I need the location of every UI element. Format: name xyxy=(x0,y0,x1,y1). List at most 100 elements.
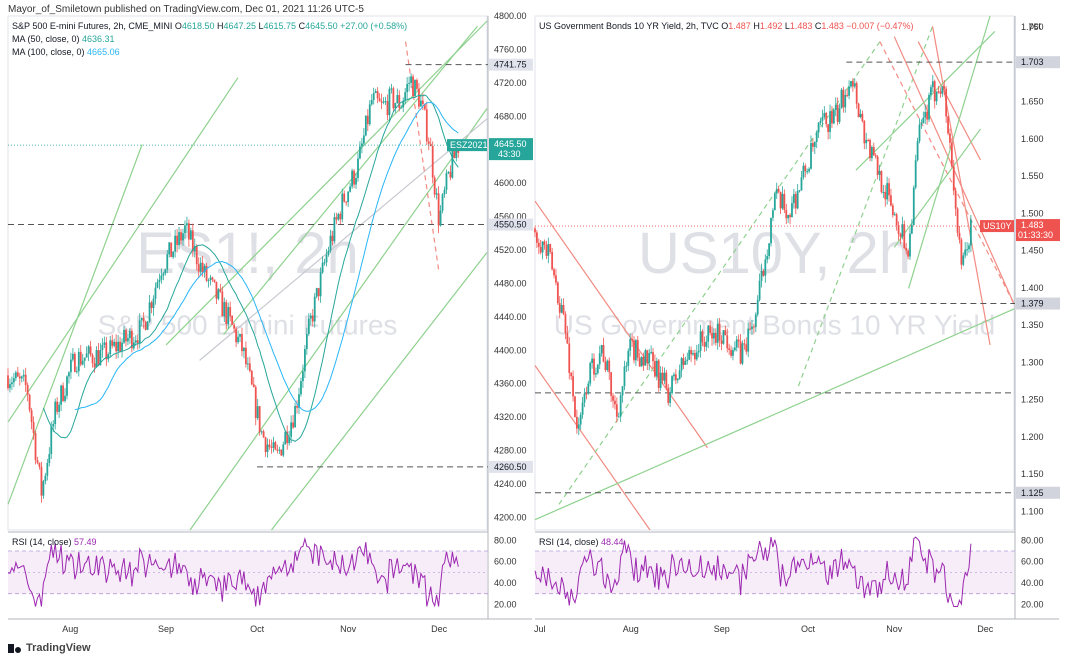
candle-body xyxy=(783,193,786,211)
candle-body xyxy=(42,481,45,496)
candle-body xyxy=(56,401,59,412)
candle-body xyxy=(180,232,182,241)
candle-body xyxy=(307,318,310,334)
x-tick-label: Oct xyxy=(801,624,816,634)
candle-body xyxy=(66,376,68,396)
candle-body xyxy=(16,372,19,377)
candle-body xyxy=(221,291,224,317)
candle-body xyxy=(903,224,906,249)
candle-body xyxy=(187,223,190,240)
candle-body xyxy=(789,214,791,218)
candle-body xyxy=(732,350,734,356)
candle-body xyxy=(829,111,831,132)
candle-body xyxy=(46,462,49,476)
candle-body xyxy=(28,394,31,411)
header-l-label: L xyxy=(259,21,264,31)
candle-body xyxy=(347,191,350,203)
candle-body xyxy=(410,76,412,83)
left-chart-panel[interactable]: ES1!, 2hS&P 500 E-mini Futures4800.00476… xyxy=(7,11,533,634)
candle-body xyxy=(447,171,450,173)
price-label-low: 1.125 xyxy=(1021,488,1044,498)
candle-body xyxy=(380,101,383,103)
candle-body xyxy=(779,191,782,209)
candle-body xyxy=(223,302,226,317)
candle-body xyxy=(209,277,212,281)
candle-body xyxy=(850,81,852,87)
candle-body xyxy=(184,225,186,234)
rsi-tick-label: 20.00 xyxy=(494,599,517,609)
current-price-box xyxy=(1016,219,1060,242)
candle-body xyxy=(762,270,765,276)
candle-body xyxy=(775,188,778,194)
candle-body xyxy=(606,360,609,371)
candle-body xyxy=(876,156,879,175)
candle-body xyxy=(806,171,809,173)
candle-body xyxy=(20,376,23,379)
candle-body xyxy=(808,168,810,172)
candle-body xyxy=(160,275,163,280)
candle-body xyxy=(910,225,913,234)
candle-body xyxy=(331,235,334,241)
candle-body xyxy=(250,370,253,385)
candle-body xyxy=(770,217,772,244)
candle-body xyxy=(193,245,196,252)
candle-body xyxy=(361,143,363,147)
candle-body xyxy=(648,353,651,364)
candle-body xyxy=(636,340,639,358)
rsi-line xyxy=(7,536,459,608)
candle-body xyxy=(758,280,761,300)
y-tick-label: 4320.00 xyxy=(494,412,527,422)
candle-body xyxy=(581,402,584,415)
candle-body xyxy=(888,183,890,196)
price-label-low: 4260.50 xyxy=(494,462,527,472)
candle-body xyxy=(810,143,812,169)
header-o-label: O xyxy=(721,21,728,31)
candle-body xyxy=(604,361,607,371)
candle-body xyxy=(695,352,698,360)
candle-body xyxy=(714,332,717,343)
candle-body xyxy=(802,165,805,178)
candle-body xyxy=(127,338,129,342)
candle-body xyxy=(421,100,424,104)
candle-body xyxy=(640,356,643,367)
candle-body xyxy=(773,193,776,211)
y-tick-label: 4280.00 xyxy=(494,446,527,456)
candle-body xyxy=(341,193,344,220)
candle-body xyxy=(215,281,218,299)
candle-body xyxy=(920,123,923,125)
candle-body xyxy=(804,165,807,172)
candle-body xyxy=(705,341,708,347)
candle-body xyxy=(292,422,294,428)
candle-body xyxy=(207,280,210,282)
y-tick-label: 4480.00 xyxy=(494,278,527,288)
candle-body xyxy=(404,92,407,101)
rsi-legend: RSI (14, close) 48.44 xyxy=(539,537,624,547)
trend-line xyxy=(270,252,488,531)
price-label-high: 1.703 xyxy=(1021,57,1044,67)
candle-body xyxy=(812,143,814,147)
candle-body xyxy=(733,347,736,351)
candle-body xyxy=(629,339,632,351)
countdown-label: 01:33:30 xyxy=(1018,230,1053,240)
candle-body xyxy=(71,353,74,360)
rsi-legend: RSI (14, close) 57.49 xyxy=(12,537,97,547)
candle-body xyxy=(589,363,592,384)
candle-body xyxy=(359,146,361,159)
candle-body xyxy=(125,329,127,342)
candle-body xyxy=(722,330,725,344)
candle-body xyxy=(962,255,965,265)
candle-body xyxy=(87,346,90,354)
candle-body xyxy=(678,370,681,379)
candle-body xyxy=(113,341,116,346)
candle-body xyxy=(290,422,293,437)
candle-body xyxy=(97,350,100,366)
candle-body xyxy=(669,393,672,403)
header-h-value: 1.492 xyxy=(760,21,785,31)
footer-brand[interactable]: TradingView xyxy=(8,642,91,654)
candle-body xyxy=(671,376,673,394)
right-chart-panel[interactable]: US10Y, 2h US Government Bonds 10 YR Yield… xyxy=(534,15,1060,634)
tradingview-logo-icon xyxy=(8,643,22,653)
ticker-tag: US10Y xyxy=(983,221,1012,231)
candle-body xyxy=(439,210,442,226)
